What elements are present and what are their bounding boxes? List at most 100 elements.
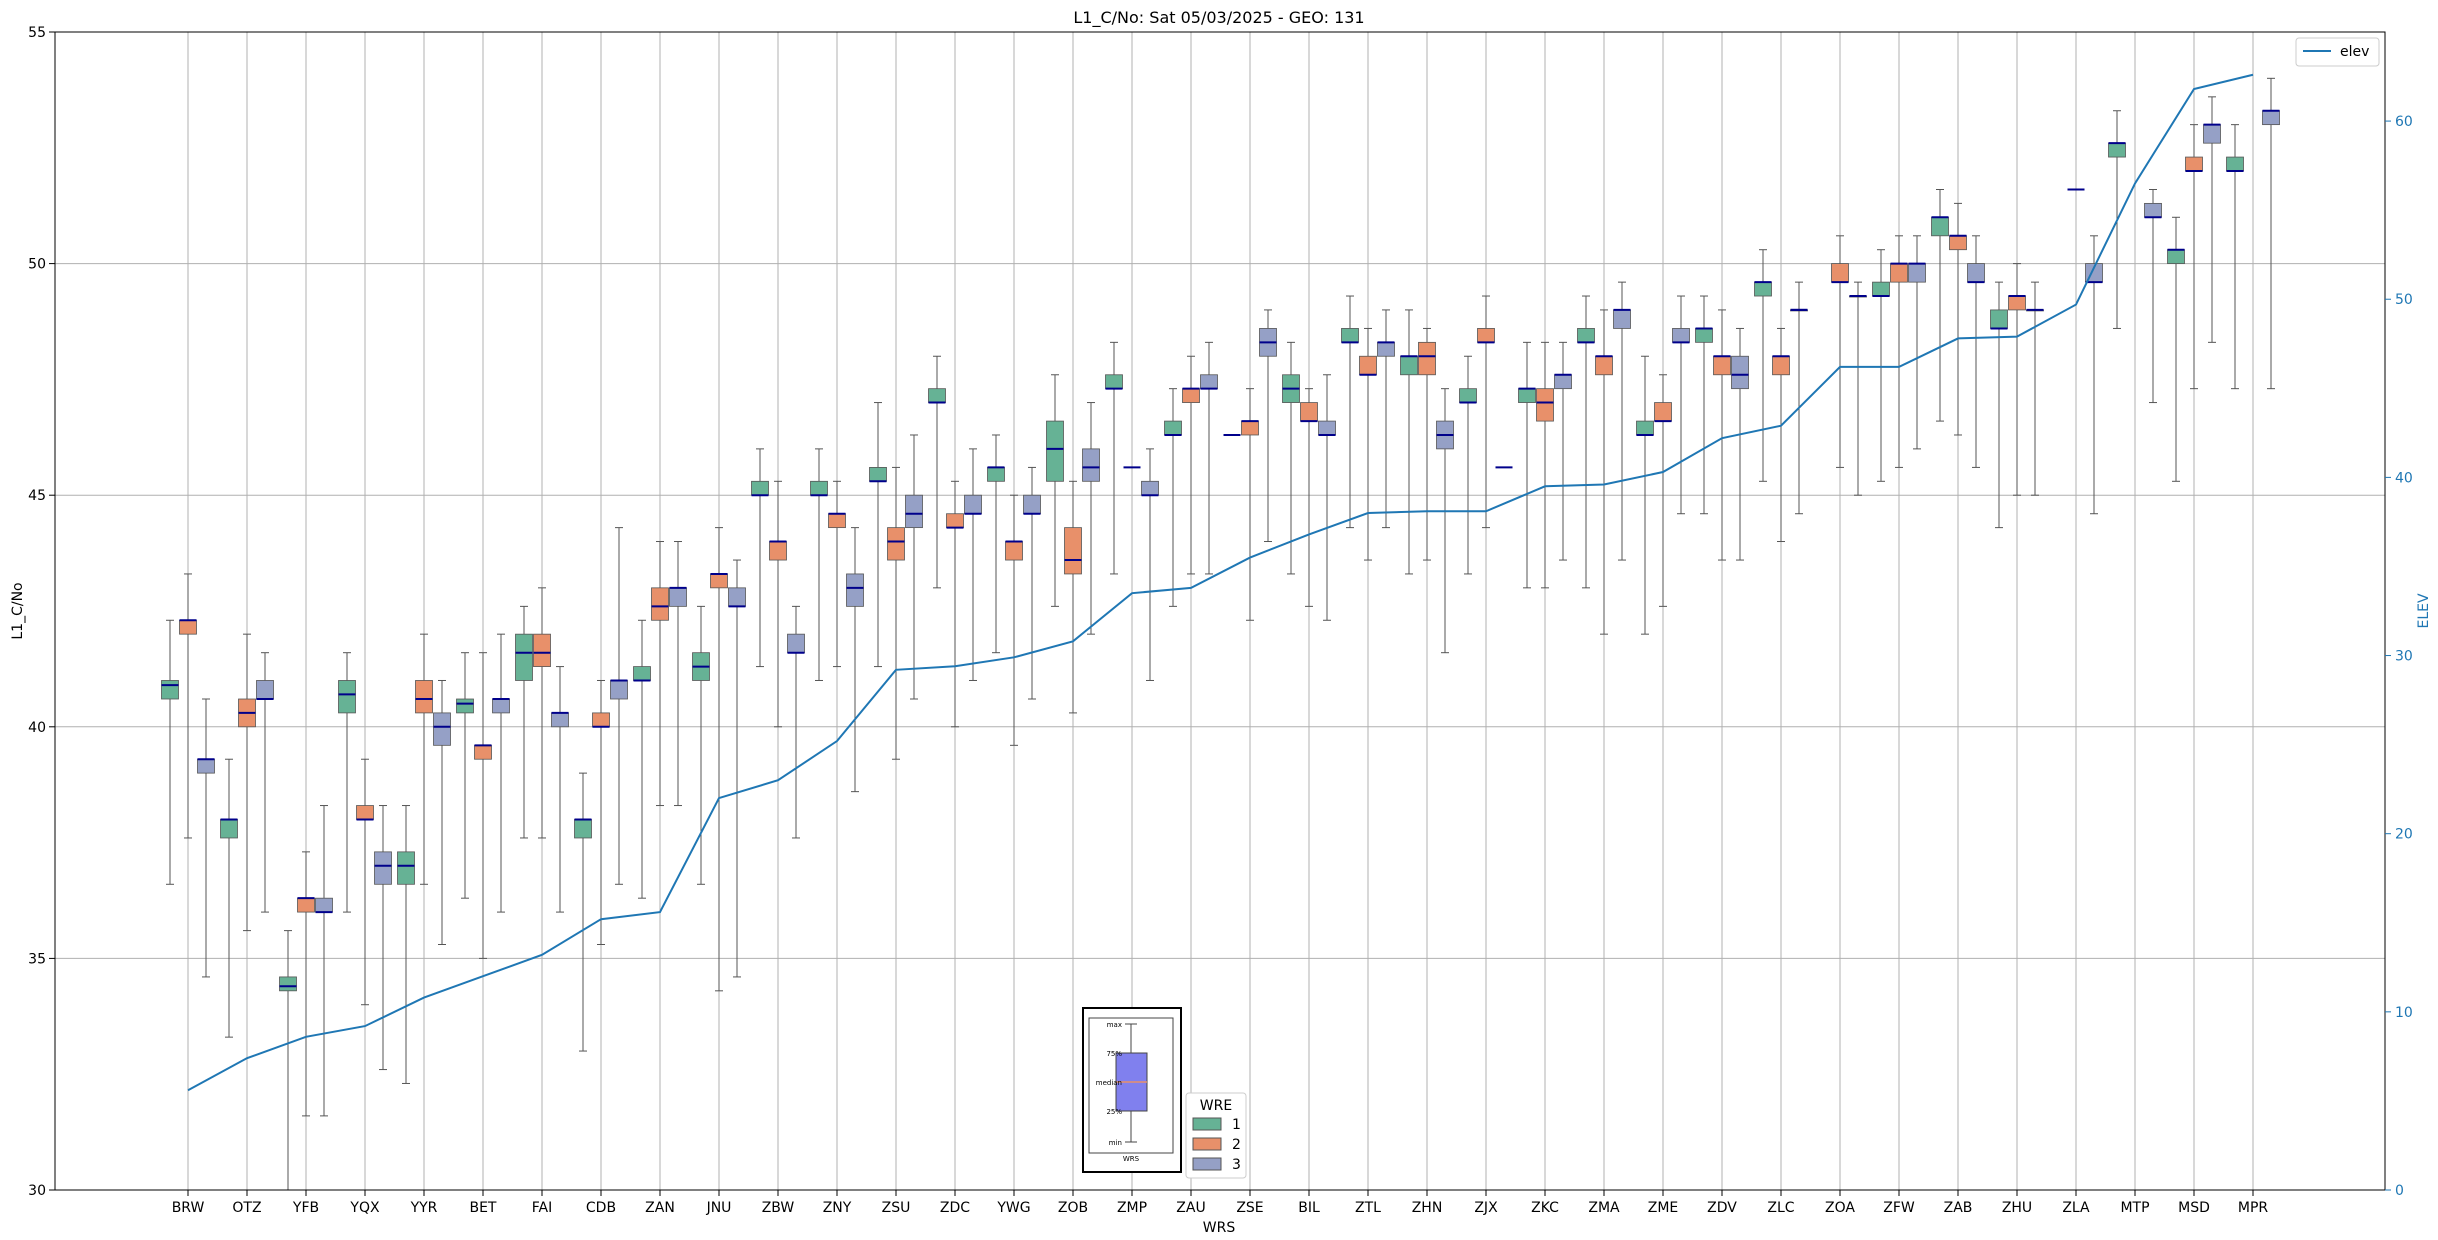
x-tick-label: ZMA xyxy=(1588,1200,1620,1216)
box-body xyxy=(2262,110,2280,126)
box-body xyxy=(1241,420,1259,436)
box-body xyxy=(1459,388,1477,403)
box-ZKC-wre-3 xyxy=(1554,341,1572,561)
box-body xyxy=(887,527,905,561)
box-body xyxy=(1908,263,1926,283)
box-YYR-wre-3 xyxy=(433,679,451,946)
box-ZOB-wre-2 xyxy=(1064,480,1082,714)
box-key-inset: max 75% median 25% min WRS xyxy=(1082,1007,1182,1173)
box-body xyxy=(220,819,238,839)
box-body xyxy=(2226,156,2244,172)
box-YWG-wre-2 xyxy=(1005,494,1023,746)
box-body xyxy=(1931,216,1949,237)
y2-tick-label: 50 xyxy=(2395,292,2413,308)
box-body xyxy=(633,666,651,681)
grid-lines xyxy=(55,31,2385,1191)
wre-legend-label-2: 2 xyxy=(1232,1137,1241,1153)
box-body xyxy=(592,712,610,728)
x-tick-label: ZAN xyxy=(645,1200,675,1216)
box-ZDV-wre-1 xyxy=(1695,295,1713,515)
box-key-75-label: 75% xyxy=(1106,1050,1122,1058)
box-BRW-wre-3 xyxy=(197,698,215,978)
box-body xyxy=(1949,235,1967,251)
box-body xyxy=(751,480,769,496)
box-body xyxy=(179,619,197,635)
box-ZAN-wre-3 xyxy=(669,541,687,807)
box-YWG-wre-1 xyxy=(987,434,1005,654)
box-ZOA-wre-2 xyxy=(1831,235,1849,468)
x-tick-label: ZMP xyxy=(1117,1200,1147,1216)
box-body xyxy=(1400,355,1418,376)
wre-legend-frame xyxy=(1185,1092,1247,1179)
box-body xyxy=(1890,263,1908,283)
box-body xyxy=(356,805,374,820)
box-body xyxy=(415,680,433,714)
box-ZAU-wre-1 xyxy=(1164,388,1182,607)
x-tick-label: CDB xyxy=(586,1200,616,1216)
box-body xyxy=(456,698,474,714)
box-JNU-wre-1 xyxy=(692,605,710,885)
box-body xyxy=(161,680,179,700)
box-plots xyxy=(161,77,2280,1190)
box-ZSU-wre-1 xyxy=(869,402,887,668)
box-ZJX-wre-2 xyxy=(1477,295,1495,529)
box-body xyxy=(1990,309,2008,329)
box-body xyxy=(1731,355,1749,390)
box-ZAB-wre-3 xyxy=(1967,235,1985,468)
plot-frame xyxy=(54,31,2386,1191)
box-body xyxy=(1300,402,1318,422)
box-ZTL-wre-1 xyxy=(1341,295,1359,529)
box-body xyxy=(828,513,846,529)
box-ZKC-wre-1 xyxy=(1518,341,1536,589)
box-ZAB-wre-1 xyxy=(1931,188,1949,422)
box-YYR-wre-2 xyxy=(415,633,433,885)
x-tick-label: ZOA xyxy=(1825,1200,1855,1216)
box-body xyxy=(1636,420,1654,436)
box-BIL-wre-2 xyxy=(1300,388,1318,607)
x-tick-label: ZLC xyxy=(1767,1200,1794,1216)
box-body xyxy=(2185,156,2203,172)
x-axis-label: WRS xyxy=(1203,1220,1236,1236)
box-body xyxy=(2203,124,2221,144)
box-ZAB-wre-2 xyxy=(1949,202,1967,436)
box-body xyxy=(1518,388,1536,403)
x-tick-label: MPR xyxy=(2238,1200,2269,1216)
x-tick-label: ZME xyxy=(1648,1200,1679,1216)
box-ZLC-wre-3 xyxy=(1790,281,1808,515)
box-body xyxy=(315,897,333,913)
box-body xyxy=(433,712,451,746)
y2-tick-label: 20 xyxy=(2395,827,2413,843)
elev-legend: elev xyxy=(2295,37,2380,67)
box-MPR-wre-1 xyxy=(2226,124,2244,390)
box-body xyxy=(1182,388,1200,403)
box-ZDC-wre-2 xyxy=(946,480,964,728)
y2-axis-label: ELEV xyxy=(2416,593,2432,628)
wre-legend-swatch-1 xyxy=(1192,1117,1222,1131)
box-JNU-wre-3 xyxy=(728,559,746,978)
box-ZTL-wre-3 xyxy=(1377,309,1395,529)
box-MSD-wre-1 xyxy=(2167,216,2185,482)
box-body xyxy=(397,851,415,885)
box-YYR-wre-1 xyxy=(397,805,415,1084)
box-ZMA-wre-3 xyxy=(1613,281,1631,561)
y-tick-label: 50 xyxy=(28,257,46,273)
x-tick-label: ZDV xyxy=(1707,1200,1737,1216)
box-body xyxy=(928,388,946,403)
box-YQX-wre-2 xyxy=(356,758,374,1006)
box-MTP-wre-1 xyxy=(2108,110,2126,329)
box-ZSE-wre-2 xyxy=(1241,388,1259,621)
box-body xyxy=(1754,281,1772,297)
wre-legend-swatch-3 xyxy=(1192,1157,1222,1171)
box-ZKC-wre-2 xyxy=(1536,341,1554,589)
box-ZOB-wre-3 xyxy=(1082,402,1100,635)
box-MSD-wre-2 xyxy=(2185,124,2203,390)
x-tick-label: ZLA xyxy=(2062,1200,2090,1216)
wre-legend: WRE 1 2 3 xyxy=(1185,1092,1247,1179)
x-tick-label: YYR xyxy=(410,1200,438,1216)
box-body xyxy=(256,680,274,700)
x-tick-label: YFB xyxy=(292,1200,319,1216)
x-tick-label: ZJX xyxy=(1474,1200,1498,1216)
box-body xyxy=(1064,527,1082,575)
box-YQX-wre-1 xyxy=(338,652,356,913)
x-tick-label: BET xyxy=(469,1200,496,1216)
